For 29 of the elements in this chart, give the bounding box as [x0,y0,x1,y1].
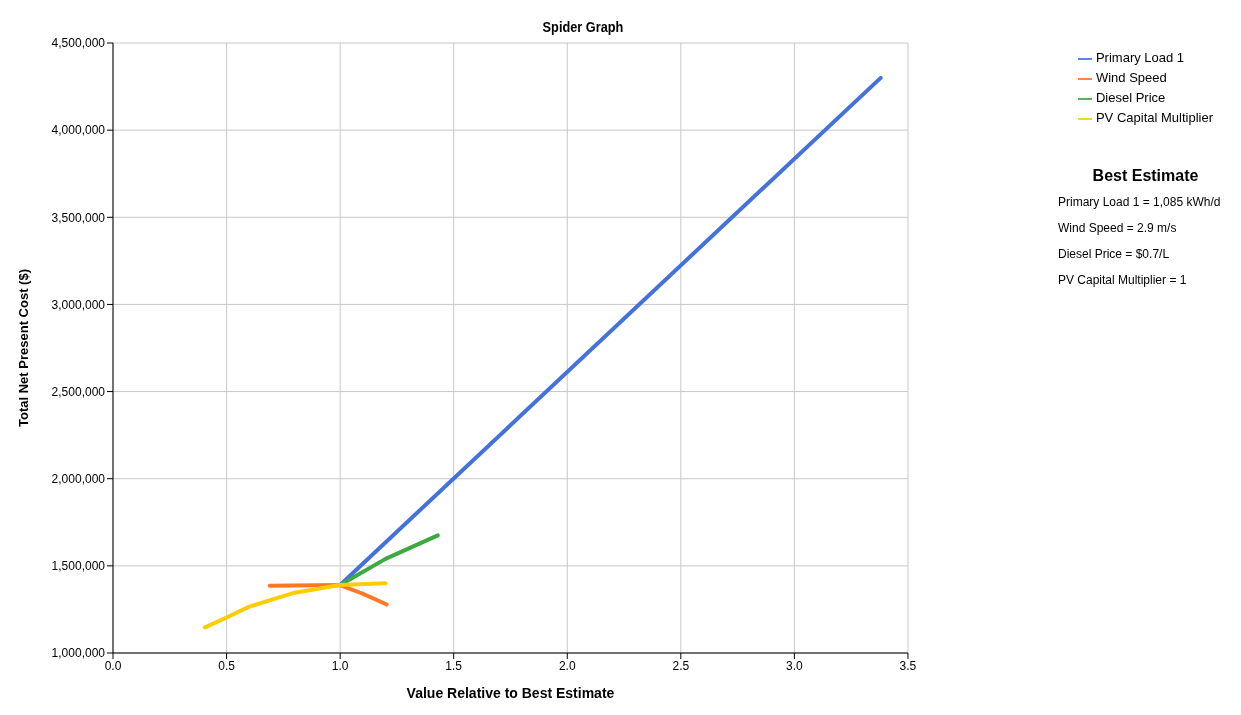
legend-label: Diesel Price [1095,90,1166,105]
x-tick-label: 2.5 [672,658,690,673]
text: Best Estimate [1091,166,1200,186]
x-axis-title: Value Relative to Best Estimate [406,685,615,701]
y-tick-label: 4,500,000 [51,36,106,51]
text: Diesel Price = $0.7/L [1058,246,1171,263]
y-tick-label: 1,500,000 [51,559,106,574]
legend-label: Primary Load 1 [1095,50,1185,65]
x-tick-label: 1.5 [445,658,463,673]
legend-label: Wind Speed [1095,70,1167,85]
x-tick-label: 1.0 [331,658,349,673]
y-tick-label: 3,500,000 [51,210,106,225]
y-tick-label: 2,500,000 [51,384,106,399]
chart-title: Spider Graph [541,18,625,35]
line-series [202,581,388,630]
y-tick-label: 1,000,000 [51,646,106,661]
x-tick-label: 0.0 [104,658,122,673]
legend-label: PV Capital Multiplier [1095,110,1213,125]
x-tick-label: 3.5 [899,658,917,673]
y-axis-title: Total Net Present Cost ($) [15,269,31,427]
text: Primary Load 1 = 1,085 kWh/d [1058,194,1222,211]
x-tick-label: 2.0 [558,658,576,673]
y-tick-label: 2,000,000 [51,471,106,486]
x-tick-label: 0.5 [218,658,236,673]
text: PV Capital Multiplier = 1 [1058,272,1188,289]
y-tick-label: 4,000,000 [51,123,106,138]
y-tick-label: 3,000,000 [51,297,106,312]
x-tick-label: 3.0 [786,658,804,673]
text: Wind Speed = 2.9 m/s [1058,220,1178,237]
